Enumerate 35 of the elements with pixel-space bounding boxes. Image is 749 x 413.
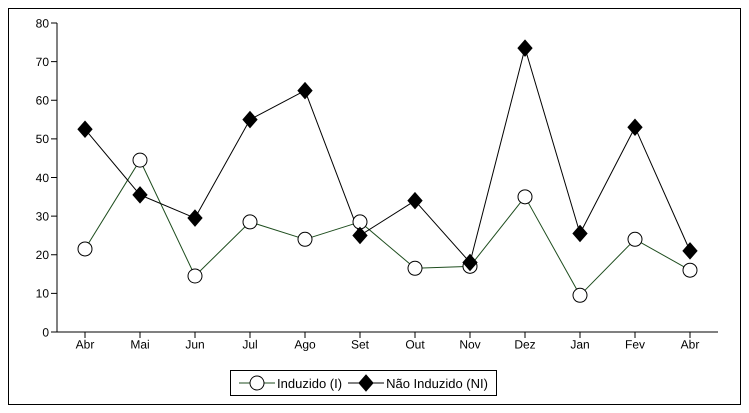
point [408,192,422,210]
y-tick-label: 0 [42,325,50,340]
x-tick-label: Jan [570,338,590,352]
legend-label: Não Induzido (NI) [385,374,488,392]
point [78,120,92,138]
x-tick-label: Nov [459,338,481,352]
x-tick-label: Ago [294,338,316,352]
x-tick-label: Set [350,338,370,352]
point [682,242,698,260]
x-tick-label: Jun [185,338,205,352]
point [242,111,258,128]
y-tick-label: 60 [36,94,50,108]
point [518,40,532,57]
point [628,118,642,136]
x-tick-label: Jul [242,338,258,352]
y-tick-label: 50 [36,132,50,146]
point [188,210,202,227]
point [352,226,368,244]
y-tick-label: 40 [36,170,50,185]
point [572,225,588,242]
x-tick-label: Dez [514,338,536,352]
y-tick-label: 20 [36,248,50,262]
point [132,186,148,204]
x-tick-label: Fev [624,338,646,352]
x-tick-label: Out [405,338,426,352]
y-tick-label: 10 [36,286,50,301]
x-tick-label: Abr [76,338,94,352]
x-tick-label: Abr [680,338,700,352]
x-tick-label: Mai [130,338,150,352]
y-tick-label: 30 [36,209,50,224]
legend-label: Induzido (I) [276,374,342,392]
y-tick-label: 70 [36,54,50,69]
point [298,82,312,100]
y-tick-label: 80 [36,16,50,30]
point [462,254,478,271]
